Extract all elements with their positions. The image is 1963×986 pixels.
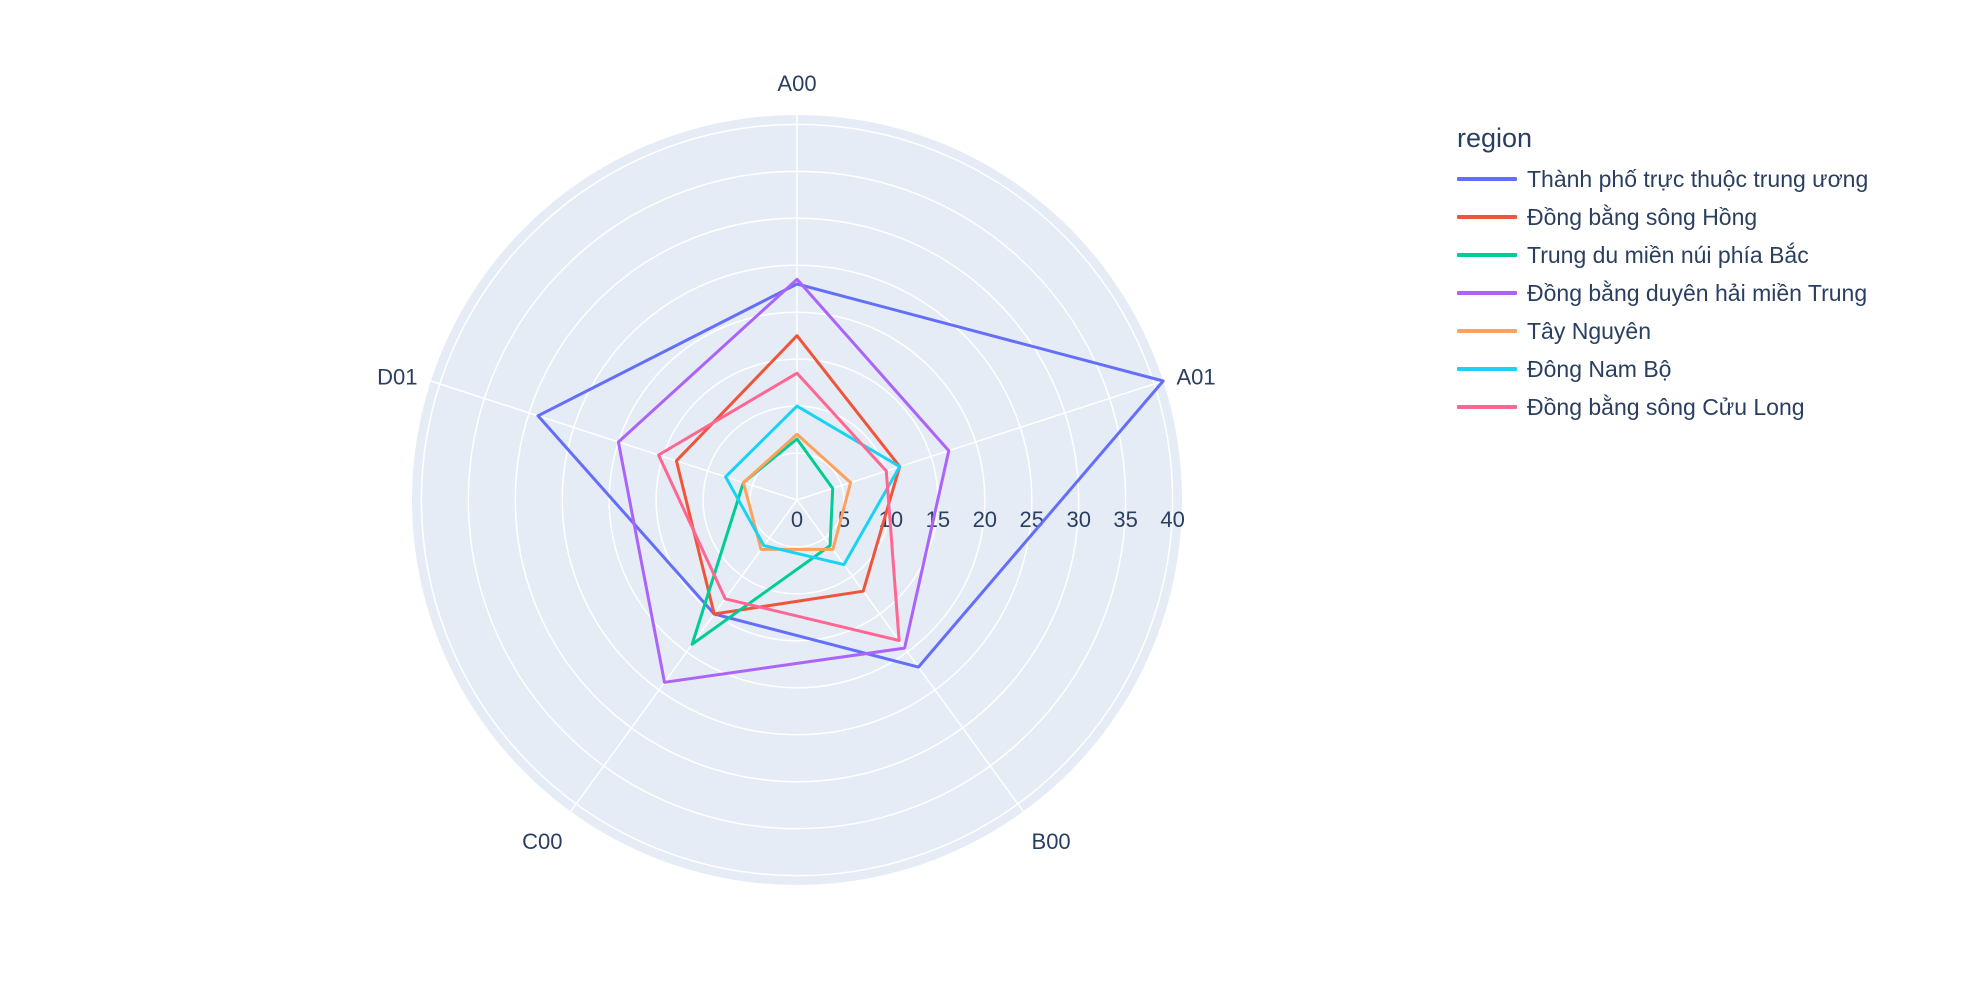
legend-label: Thành phố trực thuộc trung ương [1527,165,1869,192]
radial-tick-label: 40 [1160,507,1184,532]
radial-tick-label: 0 [791,507,803,532]
radial-tick-label: 15 [926,507,950,532]
legend-label: Đồng bằng duyên hải miền Trung [1527,279,1868,306]
axis-label-A00: A00 [777,71,816,96]
legend-swatch [1457,253,1517,257]
legend: region Thành phố trực thuộc trung ương Đồ… [1457,122,1868,426]
radial-tick-label: 20 [973,507,997,532]
legend-label: Đồng bằng sông Hồng [1527,203,1758,230]
legend-swatch [1457,367,1517,371]
axis-label-C00: C00 [522,829,562,854]
angular-axis-labels: A00 A01 B00 C00 D01 [377,71,1215,854]
radial-tick-label: 35 [1113,507,1137,532]
legend-label: Đông Nam Bộ [1527,355,1672,382]
spoke-line [796,499,1024,812]
legend-label: Đồng bằng sông Cửu Long [1527,393,1805,420]
legend-item[interactable]: Tây Nguyên [1457,312,1868,350]
legend-item[interactable]: Trung du miền núi phía Bắc [1457,236,1868,274]
radial-tick-labels: 0 5 10 15 20 25 30 35 40 [791,507,1185,532]
legend-swatch [1457,405,1517,409]
axis-label-D01: D01 [377,365,417,390]
legend-item[interactable]: Đồng bằng sông Hồng [1457,198,1868,236]
radial-tick-label: 5 [838,507,850,532]
spoke-line [430,380,798,501]
series-line-7 [657,371,901,642]
radial-tick-label: 25 [1020,507,1044,532]
spoke-line [570,499,798,812]
axis-label-A01: A01 [1176,365,1215,390]
legend-label: Trung du miền núi phía Bắc [1527,241,1809,268]
axis-label-B00: B00 [1032,829,1071,854]
series-line-1 [536,282,1165,669]
series-line-2 [674,334,902,616]
legend-title: region [1457,123,1533,153]
legend-item[interactable]: Thành phố trực thuộc trung ương [1457,160,1868,198]
legend-swatch [1457,291,1517,295]
spoke-line [796,380,1164,501]
series-traces [536,277,1165,684]
legend-swatch [1457,215,1517,219]
series-line-6 [724,404,902,567]
legend-item[interactable]: Đông Nam Bộ [1457,350,1868,388]
legend-swatch [1457,177,1517,181]
legend-swatch [1457,329,1517,333]
legend-item[interactable]: Đồng bằng duyên hải miền Trung [1457,274,1868,312]
series-line-4 [616,277,951,684]
series-line-5 [741,432,853,551]
legend-label: Tây Nguyên [1527,317,1652,344]
legend-item[interactable]: Đồng bằng sông Cửu Long [1457,388,1868,426]
legend-items: Thành phố trực thuộc trung ương Đồng bằng… [1457,160,1868,426]
radial-tick-label: 30 [1066,507,1090,532]
